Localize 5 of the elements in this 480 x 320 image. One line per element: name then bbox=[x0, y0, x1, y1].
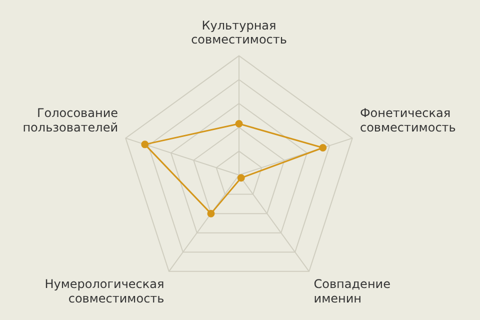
spoke-label: Голосование пользователей bbox=[22, 106, 118, 135]
spoke-label: Совпадение именин bbox=[314, 277, 390, 306]
spoke-label: Нумерологическая совместимость bbox=[44, 277, 164, 306]
spoke-label: Культурная совместимость bbox=[191, 18, 287, 47]
spoke-label: Фонетическая совместимость bbox=[360, 106, 456, 135]
